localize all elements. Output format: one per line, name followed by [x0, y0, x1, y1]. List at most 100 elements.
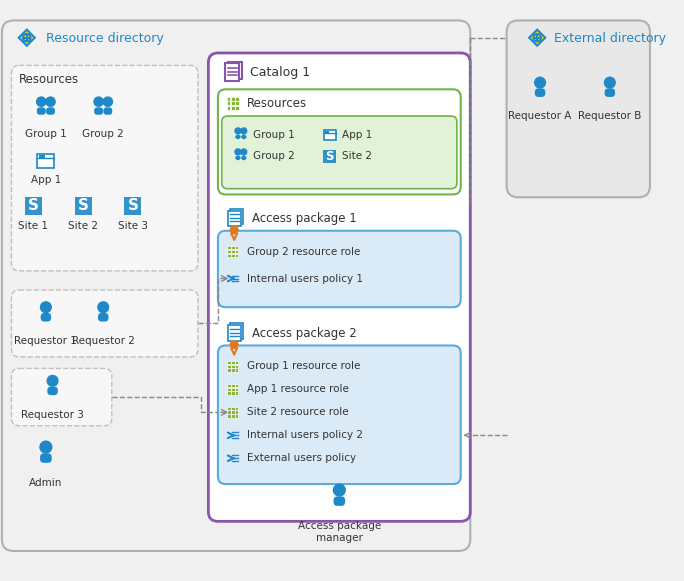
Bar	[231, 102, 235, 105]
Circle shape	[103, 97, 112, 106]
Circle shape	[235, 149, 241, 155]
FancyBboxPatch shape	[241, 135, 247, 139]
FancyBboxPatch shape	[46, 107, 55, 114]
FancyBboxPatch shape	[12, 290, 198, 357]
Text: Site 2: Site 2	[342, 151, 372, 161]
Bar	[228, 210, 241, 226]
Circle shape	[241, 149, 247, 155]
Bar	[230, 324, 243, 339]
Bar	[228, 383, 231, 387]
Bar	[235, 246, 239, 249]
Text: External directory: External directory	[555, 32, 666, 45]
Bar	[75, 198, 92, 214]
Bar	[228, 325, 241, 341]
Text: Site 2: Site 2	[68, 221, 98, 231]
Bar	[124, 198, 142, 214]
Bar	[228, 250, 231, 253]
Text: Admin: Admin	[29, 478, 62, 488]
Bar	[235, 407, 239, 410]
Text: Requestor 3: Requestor 3	[21, 410, 84, 419]
FancyBboxPatch shape	[235, 156, 241, 160]
FancyBboxPatch shape	[218, 231, 461, 307]
Bar	[231, 368, 235, 372]
Bar	[228, 410, 231, 414]
Bar	[235, 388, 239, 391]
FancyBboxPatch shape	[218, 89, 461, 195]
FancyBboxPatch shape	[209, 53, 471, 521]
Bar	[235, 102, 239, 105]
Text: App 1: App 1	[342, 130, 373, 140]
Bar	[324, 130, 336, 140]
Bar	[235, 361, 239, 364]
FancyBboxPatch shape	[235, 135, 241, 139]
FancyBboxPatch shape	[47, 386, 58, 395]
Bar	[231, 364, 235, 368]
FancyBboxPatch shape	[98, 313, 109, 321]
Circle shape	[333, 484, 345, 496]
Bar	[231, 250, 235, 253]
Circle shape	[231, 341, 238, 349]
Bar	[231, 388, 235, 391]
Text: Site 3: Site 3	[118, 221, 148, 231]
Bar	[231, 383, 235, 387]
Text: Requestor 1: Requestor 1	[14, 336, 77, 346]
Polygon shape	[529, 30, 545, 46]
Text: Resources: Resources	[19, 73, 79, 86]
Bar	[37, 154, 55, 168]
Bar	[231, 392, 235, 394]
Bar	[228, 388, 231, 391]
Text: Catalog 1: Catalog 1	[250, 66, 311, 78]
Text: Internal users policy 2: Internal users policy 2	[247, 431, 363, 440]
Text: Group 1: Group 1	[253, 130, 295, 140]
FancyBboxPatch shape	[535, 88, 545, 97]
Bar	[235, 392, 239, 394]
Text: Access package 1: Access package 1	[252, 212, 357, 225]
FancyBboxPatch shape	[12, 368, 111, 426]
Bar	[325, 131, 329, 132]
Text: Resource directory: Resource directory	[46, 32, 163, 45]
Bar	[230, 209, 243, 224]
FancyBboxPatch shape	[218, 346, 461, 484]
Bar	[226, 102, 231, 105]
Bar	[231, 254, 235, 257]
Circle shape	[40, 302, 51, 313]
FancyBboxPatch shape	[103, 107, 112, 114]
Text: Access package 2: Access package 2	[252, 327, 357, 339]
FancyBboxPatch shape	[507, 20, 650, 198]
Bar	[235, 364, 239, 368]
Bar	[228, 392, 231, 394]
FancyBboxPatch shape	[40, 453, 52, 463]
Bar	[226, 106, 231, 110]
Bar	[235, 414, 239, 418]
Bar	[228, 246, 231, 249]
Text: Site 1: Site 1	[18, 221, 49, 231]
FancyBboxPatch shape	[94, 107, 103, 114]
Polygon shape	[18, 30, 35, 46]
FancyBboxPatch shape	[222, 116, 457, 189]
Circle shape	[535, 77, 545, 88]
Circle shape	[241, 128, 247, 134]
Circle shape	[605, 77, 615, 88]
Text: Group 2 resource role: Group 2 resource role	[247, 247, 360, 257]
Text: Site 2 resource role: Site 2 resource role	[247, 407, 348, 417]
Text: Group 1: Group 1	[25, 130, 67, 139]
Text: App 1: App 1	[31, 175, 61, 185]
FancyBboxPatch shape	[2, 20, 471, 551]
Bar	[235, 368, 239, 372]
FancyBboxPatch shape	[241, 156, 247, 160]
Bar	[226, 97, 231, 101]
Bar	[225, 63, 239, 81]
Bar	[228, 407, 231, 410]
FancyBboxPatch shape	[334, 496, 345, 506]
Bar	[228, 364, 231, 368]
Text: Requestor 2: Requestor 2	[72, 336, 135, 346]
Text: Internal users policy 1: Internal users policy 1	[247, 274, 363, 284]
Bar	[231, 246, 235, 249]
FancyBboxPatch shape	[605, 88, 615, 97]
Bar	[235, 250, 239, 253]
Bar	[39, 155, 45, 157]
Text: Resources: Resources	[247, 97, 306, 110]
Circle shape	[98, 302, 109, 313]
Bar	[323, 149, 337, 163]
Bar	[235, 383, 239, 387]
